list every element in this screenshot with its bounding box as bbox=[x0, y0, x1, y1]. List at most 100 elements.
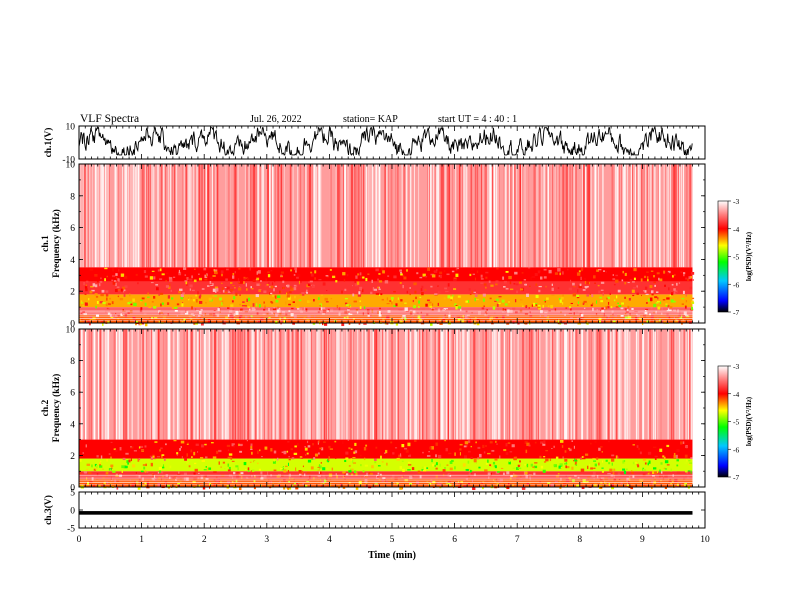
spectrogram-speckle bbox=[238, 473, 241, 476]
spectrogram-streak bbox=[534, 164, 537, 268]
spectrogram-speckle bbox=[354, 442, 357, 446]
spectrogram-speckle bbox=[195, 443, 199, 446]
spectrogram-streak bbox=[568, 329, 571, 440]
spectrogram-speckle bbox=[429, 322, 433, 326]
y-tick-label: -5 bbox=[67, 525, 75, 535]
spectrogram-speckle bbox=[393, 275, 397, 279]
spectrogram-speckle bbox=[667, 308, 670, 311]
spectrogram-speckle bbox=[206, 310, 211, 314]
spectrogram-speckle bbox=[174, 306, 178, 309]
spectrogram-streak bbox=[125, 329, 128, 440]
spectrogram-streak bbox=[310, 329, 312, 440]
spectrogram-speckle bbox=[429, 305, 433, 308]
spectrogram-streak bbox=[565, 329, 568, 440]
spectrogram-speckle bbox=[690, 272, 695, 275]
spectrogram-streak bbox=[351, 164, 354, 268]
spectrogram-streak bbox=[105, 164, 107, 268]
spectrogram-streak bbox=[626, 164, 628, 268]
spectrogram-speckle bbox=[644, 462, 647, 465]
spectrogram-streak bbox=[224, 329, 227, 440]
spectrogram-speckle bbox=[345, 451, 349, 455]
spectrogram-speckle bbox=[197, 314, 201, 317]
spectrogram-speckle bbox=[636, 445, 639, 448]
spectrogram-speckle bbox=[467, 440, 471, 443]
spectrogram-speckle bbox=[401, 444, 405, 448]
spectrogram-speckle bbox=[526, 463, 529, 468]
spectrogram-speckle bbox=[346, 304, 349, 307]
spectrogram-speckle bbox=[584, 302, 588, 306]
spectrogram-speckle bbox=[442, 316, 445, 320]
spectrogram-speckle bbox=[168, 276, 171, 278]
spectrogram-streak bbox=[287, 329, 290, 440]
spectrogram-speckle bbox=[273, 313, 276, 316]
spectrogram-speckle bbox=[634, 468, 637, 471]
spectrogram-streak bbox=[163, 329, 166, 440]
spectrogram-streak bbox=[638, 329, 640, 440]
spectrogram-speckle bbox=[685, 277, 688, 280]
spectrogram-streak bbox=[463, 329, 465, 440]
spectrogram-streak bbox=[185, 164, 188, 268]
spectrogram-speckle bbox=[663, 270, 666, 274]
spectrogram-speckle bbox=[222, 461, 226, 464]
spectrogram-speckle bbox=[456, 267, 459, 270]
spectrogram-speckle bbox=[186, 460, 189, 464]
spectrogram-speckle bbox=[680, 271, 683, 274]
spectrogram-speckle bbox=[135, 474, 139, 478]
spectrogram-speckle bbox=[173, 476, 177, 479]
spectrogram-speckle bbox=[374, 471, 378, 473]
spectrogram-speckle bbox=[661, 474, 664, 477]
spectrogram-speckle bbox=[490, 284, 494, 287]
spectrogram-speckle bbox=[200, 308, 203, 311]
spectrogram-speckle bbox=[587, 285, 589, 288]
spectrogram-speckle bbox=[402, 475, 404, 477]
spectrogram-streak bbox=[128, 164, 129, 268]
spectrogram-speckle bbox=[643, 290, 646, 292]
spectrogram-speckle bbox=[295, 270, 297, 273]
spectrogram-speckle bbox=[601, 307, 604, 310]
spectrogram-speckle bbox=[663, 456, 666, 460]
spectrogram-streak bbox=[388, 164, 390, 268]
spectrogram-speckle bbox=[240, 280, 244, 284]
spectrogram-streak bbox=[631, 164, 632, 268]
spectrogram-speckle bbox=[264, 305, 266, 309]
spectrogram-speckle bbox=[213, 479, 216, 481]
spectrogram-speckle bbox=[162, 464, 165, 468]
spectrogram-speckle bbox=[433, 270, 438, 274]
spectrogram-speckle bbox=[462, 463, 466, 467]
spectrogram-speckle bbox=[611, 310, 614, 314]
spectrogram-speckle bbox=[155, 299, 157, 301]
spectrogram-speckle bbox=[111, 279, 114, 281]
spectrogram-speckle bbox=[227, 469, 231, 472]
spectrogram-speckle bbox=[321, 312, 325, 315]
spectrogram-speckle bbox=[119, 474, 123, 478]
spectrogram-speckle bbox=[682, 290, 685, 294]
spectrogram-streak bbox=[562, 329, 564, 440]
spectrogram-speckle bbox=[153, 306, 157, 309]
spectrogram-speckle bbox=[483, 283, 487, 286]
spectrogram-streak bbox=[654, 329, 657, 440]
spectrogram-streak bbox=[512, 329, 514, 440]
spectrogram-speckle bbox=[386, 315, 390, 320]
spectrogram-speckle bbox=[341, 290, 343, 294]
spectrogram-speckle bbox=[94, 274, 98, 277]
spectrogram-speckle bbox=[663, 320, 667, 324]
spectrogram-speckle bbox=[601, 460, 604, 463]
spectrogram-speckle bbox=[133, 450, 137, 452]
spectrogram-speckle bbox=[250, 315, 253, 318]
spectrogram-streak bbox=[263, 164, 265, 268]
spectrogram-streak bbox=[507, 164, 510, 268]
spectrogram-speckle bbox=[370, 291, 373, 295]
spectrogram-speckle bbox=[196, 299, 198, 303]
spectrogram-streak bbox=[491, 164, 493, 268]
panel-frame bbox=[78, 491, 706, 529]
spectrogram-streak bbox=[464, 329, 466, 440]
spectrogram-streak bbox=[163, 329, 165, 440]
spectrogram-speckle bbox=[624, 281, 627, 285]
spectrogram-speckle bbox=[650, 300, 652, 303]
spectrogram-streak bbox=[435, 329, 436, 440]
spectrogram-speckle bbox=[140, 300, 142, 303]
spectrogram-streak bbox=[147, 164, 149, 268]
spectrogram-streak bbox=[650, 164, 652, 268]
spectrogram-speckle bbox=[240, 472, 244, 475]
plot-title: VLF Spectra bbox=[80, 113, 140, 125]
